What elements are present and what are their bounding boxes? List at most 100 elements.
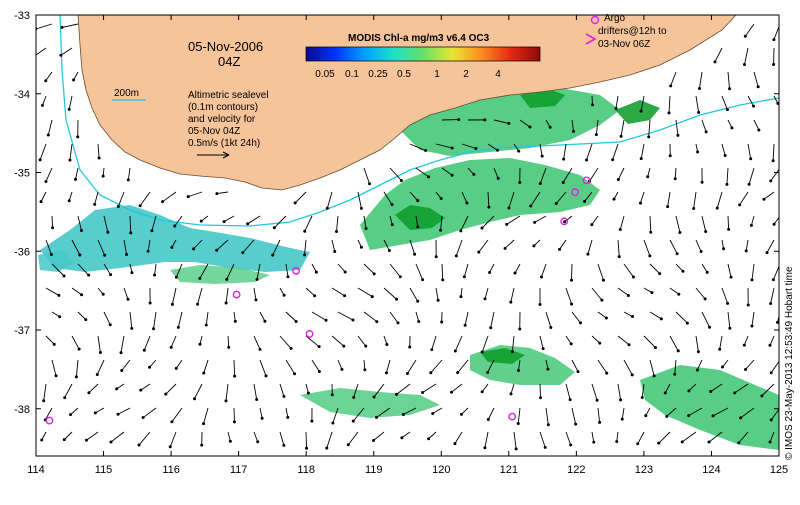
velocity-arrow-head	[769, 179, 772, 182]
velocity-arrow-head	[563, 220, 566, 223]
velocity-arrow-head	[528, 126, 531, 129]
velocity-arrow-head	[431, 412, 434, 415]
velocity-arrow-head	[677, 349, 680, 352]
velocity-arrow-head	[726, 302, 729, 305]
velocity-arrow-head	[227, 346, 230, 349]
y-tick-label: -37	[14, 325, 30, 337]
velocity-arrow-head	[254, 298, 257, 301]
velocity-arrow-head	[99, 351, 102, 354]
velocity-arrow-head	[456, 371, 459, 374]
velocity-arrow-head	[229, 440, 232, 443]
velocity-arrow-head	[96, 373, 99, 376]
x-tick-label: 125	[770, 464, 788, 476]
velocity-arrow-head	[246, 222, 249, 225]
velocity-arrow-head	[63, 396, 66, 399]
velocity-arrow-head	[539, 303, 542, 306]
velocity-arrow-head	[733, 391, 736, 394]
velocity-arrow-head	[570, 342, 573, 345]
velocity-arrow-head	[658, 272, 661, 275]
x-tick-label: 119	[365, 464, 383, 476]
velocity-arrow-head	[772, 159, 775, 162]
velocity-arrow-head	[427, 175, 430, 178]
velocity-arrow-head	[85, 439, 88, 442]
velocity-arrow-head	[517, 150, 520, 153]
velocity-arrow-head	[585, 158, 588, 161]
velocity-arrow-head	[533, 221, 536, 224]
velocity-arrow-head	[465, 202, 468, 205]
velocity-arrow-head	[170, 346, 173, 349]
velocity-arrow-head	[202, 372, 205, 375]
velocity-arrow-head	[171, 303, 174, 306]
velocity-arrow-head	[61, 26, 64, 29]
velocity-arrow-head	[417, 320, 420, 323]
velocity-arrow-head	[547, 423, 550, 426]
altimetry-note-line: 05-Nov 04Z	[188, 126, 240, 137]
velocity-arrow-head	[505, 223, 508, 226]
colorbar-tick-label: 0.5	[397, 69, 411, 80]
velocity-arrow-head	[772, 63, 775, 66]
velocity-arrow-head	[373, 272, 376, 275]
velocity-arrow-head	[514, 272, 517, 275]
velocity-arrow-head	[139, 389, 142, 392]
velocity-arrow-head	[673, 373, 676, 376]
velocity-arrow-head	[464, 324, 467, 327]
velocity-arrow-head	[529, 205, 532, 208]
velocity-arrow-head	[654, 346, 657, 349]
velocity-arrow-head	[310, 420, 313, 423]
velocity-arrow-head	[395, 298, 398, 301]
velocity-arrow-head	[173, 224, 176, 227]
velocity-arrow-head	[152, 327, 155, 330]
velocity-arrow-head	[205, 324, 208, 327]
velocity-arrow-head	[605, 317, 608, 320]
velocity-arrow-head	[293, 372, 296, 375]
velocity-arrow-head	[58, 315, 61, 318]
velocity-arrow-head	[617, 178, 620, 181]
x-tick-label: 118	[297, 464, 315, 476]
altimetry-note-line: 0.5m/s (1kt 24h)	[188, 138, 260, 149]
velocity-arrow-head	[692, 207, 695, 210]
x-tick-label: 123	[635, 464, 653, 476]
velocity-arrow-head	[681, 270, 684, 273]
velocity-arrow-head	[51, 226, 54, 229]
velocity-arrow-head	[751, 278, 754, 281]
velocity-arrow-head	[730, 276, 733, 279]
velocity-arrow-head	[233, 375, 236, 378]
velocity-arrow-head	[335, 230, 338, 233]
velocity-arrow-head	[305, 447, 308, 450]
velocity-arrow-head	[440, 197, 443, 200]
velocity-arrow-head	[429, 371, 432, 374]
velocity-arrow-head	[421, 278, 424, 281]
velocity-arrow-head	[87, 391, 90, 394]
velocity-arrow-head	[487, 206, 490, 209]
velocity-arrow-head	[665, 415, 668, 418]
velocity-arrow-head	[388, 249, 391, 252]
velocity-arrow-head	[117, 413, 120, 416]
velocity-arrow-head	[611, 158, 614, 161]
velocity-arrow-head	[459, 229, 462, 232]
velocity-arrow-head	[286, 416, 289, 419]
velocity-arrow-head	[169, 445, 172, 448]
colorbar-tick-label: 0.25	[368, 69, 388, 80]
velocity-arrow-head	[303, 253, 306, 256]
velocity-arrow-head	[666, 205, 669, 208]
velocity-arrow-head	[202, 422, 205, 425]
velocity-arrow-head	[770, 418, 773, 421]
velocity-arrow-head	[109, 323, 112, 326]
velocity-arrow-head	[459, 295, 462, 298]
velocity-arrow-head	[769, 440, 772, 443]
velocity-arrow-head	[696, 150, 699, 153]
velocity-arrow-head	[748, 183, 751, 186]
velocity-arrow-head	[713, 60, 716, 63]
velocity-arrow-head	[598, 421, 601, 424]
velocity-arrow-head	[421, 391, 424, 394]
velocity-arrow-head	[326, 207, 329, 210]
velocity-arrow-head	[416, 199, 419, 202]
velocity-arrow-head	[704, 297, 707, 300]
velocity-arrow-head	[757, 128, 760, 131]
velocity-arrow-head	[647, 135, 650, 138]
velocity-arrow-head	[488, 271, 491, 274]
velocity-arrow-head	[120, 369, 123, 372]
velocity-arrow-head	[93, 203, 96, 206]
velocity-arrow-head	[620, 135, 623, 138]
